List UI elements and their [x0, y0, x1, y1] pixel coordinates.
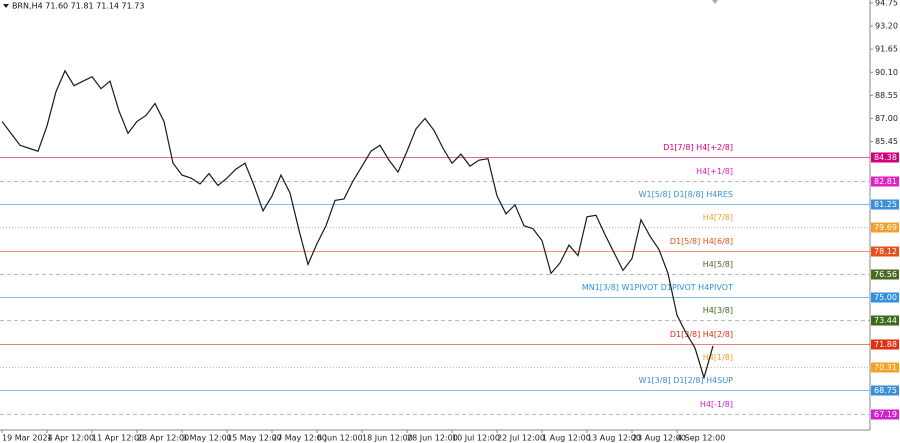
x-tick-label: 22 Jul 12:00 — [497, 434, 545, 443]
price-tag-label: 78.12 — [874, 247, 897, 256]
price-tag-label: 75.00 — [874, 293, 897, 302]
x-tick-label: 23 Aug 12:00 — [632, 434, 686, 443]
price-tag-label: 84.38 — [874, 153, 897, 162]
price-tag-label: 76.56 — [874, 270, 897, 279]
price-tag — [871, 362, 899, 373]
x-tick-label: 4 Sep 12:00 — [677, 434, 725, 443]
x-tick-label: 6 Jun 12:00 — [317, 434, 363, 443]
level-label: D1[7/8] H4[+2/8] — [663, 143, 733, 152]
y-tick-label: 90.10 — [875, 68, 898, 77]
x-tick-label: 28 Jun 12:00 — [407, 434, 458, 443]
level-label: D1[5/8] H4[6/8] — [670, 237, 733, 246]
price-tag-label: 73.44 — [874, 316, 897, 325]
price-tag — [871, 409, 899, 420]
level-label: H4[-1/8] — [700, 400, 733, 409]
price-line — [1, 69, 714, 380]
x-tick-label: 27 May 12:00 — [272, 434, 327, 443]
price-tag — [871, 339, 899, 350]
level-label: W1[5/8] D1[8/8] H4RES — [639, 190, 733, 199]
level-label: H4[7/8] — [703, 213, 733, 222]
price-tag-label: 70.31 — [874, 363, 897, 372]
price-tag — [871, 385, 899, 396]
price-tag-label: 82.81 — [874, 177, 897, 186]
x-tick-label: 19 Mar 2024 — [2, 434, 53, 443]
y-tick-label: 91.65 — [875, 45, 898, 54]
x-tick-label: 15 May 12:00 — [227, 434, 282, 443]
x-tick-label: 1 Aug 12:00 — [542, 434, 591, 443]
price-tag — [871, 292, 899, 303]
level-label: MN1[3/8] W1PIVOT D1PIVOT H4PIVOT — [582, 283, 733, 292]
x-tick-label: 10 Jul 12:00 — [452, 434, 500, 443]
y-tick-label: 87.00 — [875, 114, 898, 123]
menu-arrow[interactable] — [3, 4, 9, 8]
price-tag — [871, 199, 899, 210]
y-tick-label: 85.45 — [875, 137, 898, 146]
y-tick-label: 88.55 — [875, 91, 898, 100]
price-tag-label: 79.69 — [874, 223, 897, 232]
x-tick-label: 13 Aug 12:00 — [587, 434, 641, 443]
price-tag-label: 81.25 — [874, 200, 897, 209]
level-label: H4[1/8] — [703, 353, 733, 362]
y-tick-label: 94.75 — [875, 0, 898, 7]
price-tag-label: 71.88 — [874, 340, 897, 349]
x-tick-label: 18 Jun 12:00 — [362, 434, 413, 443]
x-tick-label: 3 May 12:00 — [182, 434, 232, 443]
price-tag — [871, 269, 899, 280]
scroll-marker — [712, 0, 718, 4]
level-label: W1[3/8] D1[2/8] H4SUP — [639, 376, 734, 385]
level-label: H4[3/8] — [703, 306, 733, 315]
level-label: H4[5/8] — [703, 260, 733, 269]
price-tag — [871, 315, 899, 326]
x-tick-label: 11 Apr 12:00 — [92, 434, 144, 443]
level-label: H4[+1/8] — [696, 167, 733, 176]
price-tag-label: 68.75 — [874, 386, 897, 395]
price-tag — [871, 222, 899, 233]
chart-title: BRN,H4 71.60 71.81 71.14 71.73 — [12, 2, 144, 11]
price-tag — [871, 152, 899, 163]
price-tag-label: 67.19 — [874, 410, 897, 419]
level-label: D1[3/8] H4[2/8] — [670, 330, 733, 339]
x-tick-label: 23 Apr 12:00 — [137, 434, 189, 443]
price-tag — [871, 176, 899, 187]
price-tag — [871, 246, 899, 257]
x-tick-label: 1 Apr 12:00 — [47, 434, 94, 443]
y-tick-label: 93.20 — [875, 22, 898, 31]
